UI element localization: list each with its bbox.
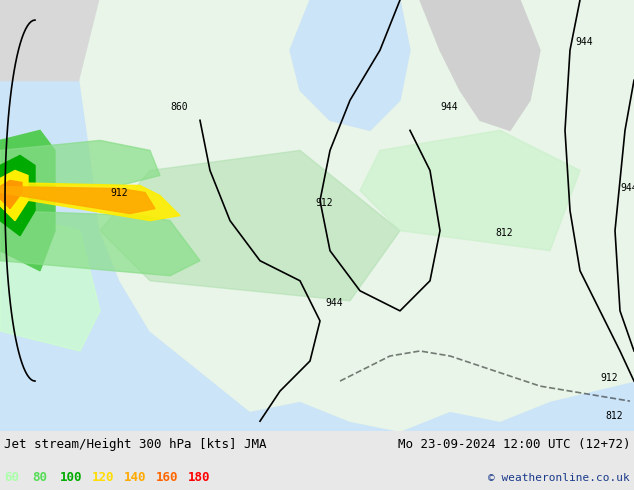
Text: Mo 23-09-2024 12:00 UTC (12+72): Mo 23-09-2024 12:00 UTC (12+72)	[398, 439, 630, 451]
Polygon shape	[0, 155, 35, 236]
Polygon shape	[0, 141, 160, 186]
Polygon shape	[360, 130, 580, 251]
Text: 944: 944	[620, 183, 634, 193]
Polygon shape	[0, 180, 22, 209]
Text: 140: 140	[124, 471, 146, 484]
Polygon shape	[100, 150, 400, 301]
Polygon shape	[0, 0, 634, 80]
Text: 80: 80	[32, 471, 47, 484]
Text: 860: 860	[170, 102, 188, 112]
Text: 60: 60	[4, 471, 19, 484]
Text: 180: 180	[188, 471, 210, 484]
Polygon shape	[420, 0, 540, 130]
Polygon shape	[290, 0, 410, 130]
Text: 944: 944	[440, 102, 458, 112]
Text: 100: 100	[60, 471, 82, 484]
Polygon shape	[0, 182, 180, 220]
Text: 812: 812	[605, 411, 623, 421]
Text: © weatheronline.co.uk: © weatheronline.co.uk	[488, 473, 630, 483]
Text: 944: 944	[325, 298, 342, 308]
Text: 120: 120	[92, 471, 115, 484]
Polygon shape	[80, 0, 634, 431]
Polygon shape	[0, 211, 100, 351]
Polygon shape	[0, 130, 55, 271]
Text: 912: 912	[110, 188, 127, 197]
Polygon shape	[0, 171, 28, 220]
Text: 912: 912	[315, 197, 333, 208]
Text: 812: 812	[495, 228, 513, 238]
Text: 912: 912	[600, 373, 618, 383]
Text: Jet stream/Height 300 hPa [kts] JMA: Jet stream/Height 300 hPa [kts] JMA	[4, 439, 266, 451]
Text: 160: 160	[156, 471, 179, 484]
Text: 944: 944	[575, 37, 593, 47]
Polygon shape	[0, 187, 155, 214]
Polygon shape	[0, 211, 200, 276]
